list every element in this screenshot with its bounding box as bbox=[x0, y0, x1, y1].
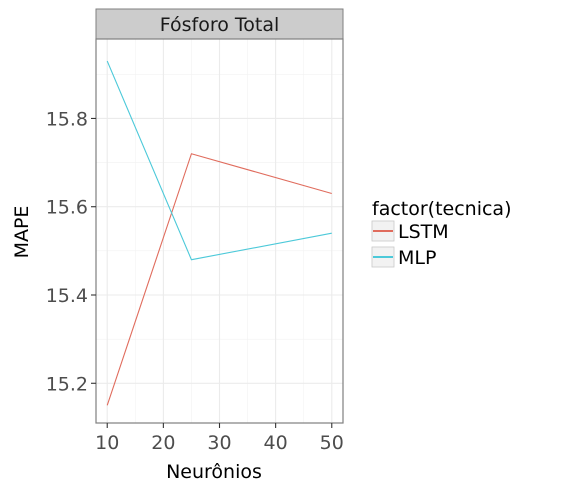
y-axis-title: MAPE bbox=[11, 206, 33, 259]
legend-label-lstm: LSTM bbox=[398, 221, 449, 243]
facet-title: Fósforo Total bbox=[160, 14, 280, 36]
x-axis: 10 20 30 40 50 bbox=[95, 423, 344, 454]
x-tick-label: 50 bbox=[320, 432, 344, 454]
x-tick-label: 40 bbox=[264, 432, 288, 454]
x-tick-label: 20 bbox=[151, 432, 175, 454]
y-tick-label: 15.4 bbox=[46, 285, 88, 307]
series-line-lstm bbox=[106, 153, 332, 406]
x-axis-title: Neurônios bbox=[166, 461, 262, 483]
facet-strip bbox=[95, 8, 344, 40]
series-line-mlp bbox=[106, 60, 332, 261]
major-grid bbox=[96, 39, 343, 423]
legend-item-mlp: MLP bbox=[371, 246, 436, 269]
y-tick-label: 15.6 bbox=[46, 197, 88, 219]
y-tick-label: 15.2 bbox=[46, 373, 88, 395]
x-tick-label: 30 bbox=[207, 432, 231, 454]
legend: factor(tecnica) LSTM MLP bbox=[371, 198, 512, 269]
series-lines bbox=[106, 60, 332, 406]
y-tick-label: 15.8 bbox=[46, 108, 88, 130]
legend-label-mlp: MLP bbox=[398, 247, 436, 269]
legend-item-lstm: LSTM bbox=[371, 220, 449, 243]
x-tick-label: 10 bbox=[95, 432, 119, 454]
y-axis: 15.2 15.4 15.6 15.8 bbox=[46, 108, 96, 395]
legend-title: factor(tecnica) bbox=[372, 198, 512, 220]
